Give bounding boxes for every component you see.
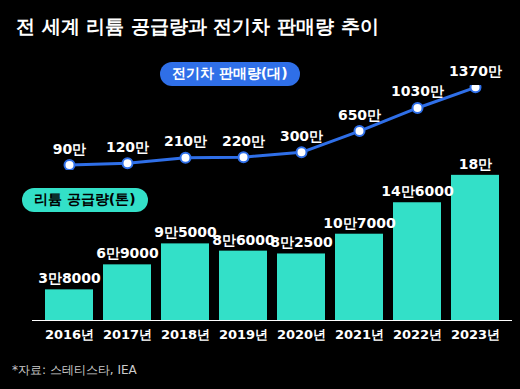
svg-text:300만: 300만 [280,128,323,144]
svg-text:2021년: 2021년 [335,327,384,342]
svg-text:2022년: 2022년 [393,327,442,342]
svg-text:8만2500: 8만2500 [270,234,333,250]
svg-text:210만: 210만 [164,133,207,149]
svg-text:2023년: 2023년 [451,327,500,342]
svg-text:1030만: 1030만 [391,83,444,99]
svg-text:10만7000: 10만7000 [323,215,396,231]
svg-text:2019년: 2019년 [219,327,268,342]
svg-text:9만5000: 9만5000 [154,224,217,240]
svg-text:18만: 18만 [459,156,492,172]
svg-text:2018년: 2018년 [161,327,210,342]
svg-text:2017년: 2017년 [103,327,152,342]
html-text:*자료: 스테티스타, IEA: *자료: 스테티스타, IEA [12,363,137,377]
svg-text:1370만: 1370만 [449,63,502,79]
html-text:전 세계 리튬 공급량과 전기차 판매량 추이: 전 세계 리튬 공급량과 전기차 판매량 추이 [16,15,379,37]
svg-text:6만9000: 6만9000 [96,245,159,261]
svg-text:90만: 90만 [53,141,86,157]
svg-text:650만: 650만 [338,107,381,123]
html-text:리튬 공급량(톤): 리튬 공급량(톤) [34,191,136,207]
svg-text:120만: 120만 [106,139,149,155]
svg-text:2020년: 2020년 [277,327,326,342]
svg-text:220만: 220만 [222,133,265,149]
svg-text:14만6000: 14만6000 [381,183,454,199]
svg-text:2016년: 2016년 [45,327,94,342]
html-text:전기차 판매량(대): 전기차 판매량(대) [172,65,288,81]
svg-text:8만6000: 8만6000 [212,232,275,248]
svg-text:3만8000: 3만8000 [38,270,101,286]
